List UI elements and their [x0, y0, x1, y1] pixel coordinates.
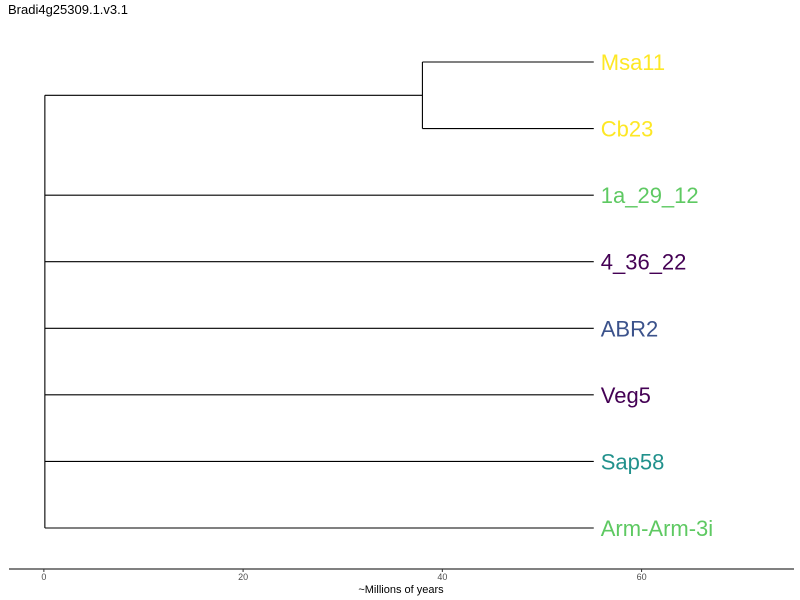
tip-label: Arm-Arm-3i: [601, 516, 713, 541]
tip-label: ABR2: [601, 316, 658, 341]
tip-label: Msa11: [601, 50, 665, 75]
x-tick-label: 20: [238, 572, 248, 582]
x-tick-label: 60: [637, 572, 647, 582]
x-axis-ticks: 0 20 40 60: [41, 569, 647, 582]
tree-branches: [44, 61, 594, 529]
tip-labels: Msa11 Cb23 1a_29_12 4_36_22 ABR2 Veg5 Sap58 Arm…: [601, 50, 713, 541]
x-axis: 0 20 40 60 ~Millions of years: [9, 568, 794, 596]
tip-label: Sap58: [601, 449, 665, 474]
tip-label: 4_36_22: [601, 250, 687, 275]
x-tick-label: 0: [41, 572, 46, 582]
chart-title: Bradi4g25309.1.v3.1: [8, 2, 128, 17]
tip-label: 1a_29_12: [601, 183, 699, 208]
tip-label: Cb23: [601, 117, 654, 142]
tip-label: Veg5: [601, 383, 651, 408]
x-tick-label: 40: [437, 572, 447, 582]
x-axis-title: ~Millions of years: [358, 584, 444, 596]
